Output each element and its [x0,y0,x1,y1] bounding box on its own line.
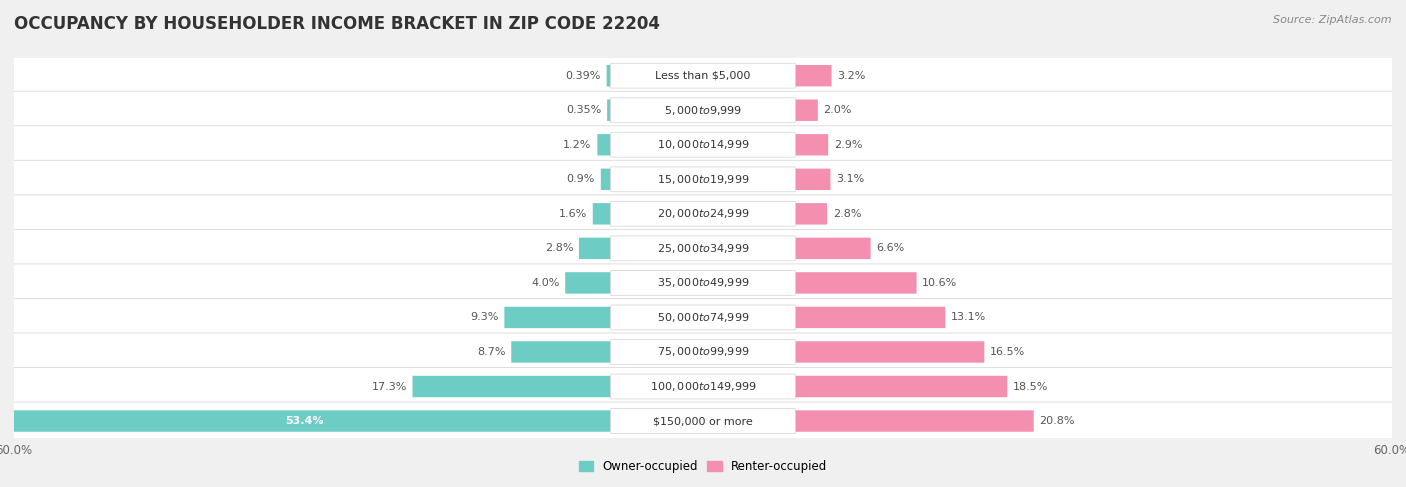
Text: 18.5%: 18.5% [1012,381,1049,392]
Text: 3.2%: 3.2% [838,71,866,81]
FancyBboxPatch shape [610,305,796,330]
FancyBboxPatch shape [8,333,1398,371]
FancyBboxPatch shape [8,126,1398,164]
FancyBboxPatch shape [0,411,612,432]
Text: 20.8%: 20.8% [1039,416,1076,426]
FancyBboxPatch shape [600,169,612,190]
Text: $150,000 or more: $150,000 or more [654,416,752,426]
FancyBboxPatch shape [412,376,612,397]
Text: Less than $5,000: Less than $5,000 [655,71,751,81]
FancyBboxPatch shape [794,411,1033,432]
FancyBboxPatch shape [8,368,1398,406]
FancyBboxPatch shape [579,238,612,259]
FancyBboxPatch shape [610,132,796,157]
FancyBboxPatch shape [593,203,612,225]
FancyBboxPatch shape [8,264,1398,302]
FancyBboxPatch shape [610,202,796,226]
Text: $35,000 to $49,999: $35,000 to $49,999 [657,277,749,289]
Text: 2.8%: 2.8% [832,209,862,219]
Text: 1.2%: 1.2% [564,140,592,150]
Text: $20,000 to $24,999: $20,000 to $24,999 [657,207,749,220]
Text: 6.6%: 6.6% [876,244,904,253]
Text: Source: ZipAtlas.com: Source: ZipAtlas.com [1274,15,1392,25]
Text: $15,000 to $19,999: $15,000 to $19,999 [657,173,749,186]
FancyBboxPatch shape [505,307,612,328]
Text: $25,000 to $34,999: $25,000 to $34,999 [657,242,749,255]
FancyBboxPatch shape [610,339,796,364]
Text: 9.3%: 9.3% [470,313,499,322]
FancyBboxPatch shape [8,160,1398,198]
Text: 4.0%: 4.0% [531,278,560,288]
Text: 0.39%: 0.39% [565,71,600,81]
Text: OCCUPANCY BY HOUSEHOLDER INCOME BRACKET IN ZIP CODE 22204: OCCUPANCY BY HOUSEHOLDER INCOME BRACKET … [14,15,659,33]
Text: 3.1%: 3.1% [837,174,865,184]
Text: 0.9%: 0.9% [567,174,595,184]
FancyBboxPatch shape [794,65,831,86]
Text: 10.6%: 10.6% [922,278,957,288]
Text: $75,000 to $99,999: $75,000 to $99,999 [657,345,749,358]
Text: $10,000 to $14,999: $10,000 to $14,999 [657,138,749,151]
FancyBboxPatch shape [8,402,1398,440]
FancyBboxPatch shape [794,307,945,328]
Text: 16.5%: 16.5% [990,347,1025,357]
Text: 2.0%: 2.0% [824,105,852,115]
FancyBboxPatch shape [794,169,831,190]
FancyBboxPatch shape [8,91,1398,129]
FancyBboxPatch shape [8,229,1398,267]
FancyBboxPatch shape [794,134,828,155]
FancyBboxPatch shape [8,56,1398,94]
FancyBboxPatch shape [606,65,612,86]
FancyBboxPatch shape [794,203,827,225]
Text: $100,000 to $149,999: $100,000 to $149,999 [650,380,756,393]
FancyBboxPatch shape [610,374,796,399]
FancyBboxPatch shape [565,272,612,294]
Text: 8.7%: 8.7% [477,347,506,357]
Text: 17.3%: 17.3% [371,381,406,392]
FancyBboxPatch shape [512,341,612,363]
FancyBboxPatch shape [794,341,984,363]
Text: 13.1%: 13.1% [950,313,986,322]
Text: $5,000 to $9,999: $5,000 to $9,999 [664,104,742,117]
FancyBboxPatch shape [610,236,796,261]
Text: 0.35%: 0.35% [567,105,602,115]
FancyBboxPatch shape [610,409,796,433]
FancyBboxPatch shape [794,99,818,121]
FancyBboxPatch shape [610,167,796,192]
Text: 1.6%: 1.6% [558,209,588,219]
FancyBboxPatch shape [794,376,1007,397]
FancyBboxPatch shape [794,238,870,259]
FancyBboxPatch shape [610,63,796,88]
FancyBboxPatch shape [610,270,796,295]
Legend: Owner-occupied, Renter-occupied: Owner-occupied, Renter-occupied [574,455,832,478]
FancyBboxPatch shape [8,299,1398,337]
Text: 2.9%: 2.9% [834,140,862,150]
FancyBboxPatch shape [794,272,917,294]
FancyBboxPatch shape [607,99,612,121]
Text: 53.4%: 53.4% [285,416,323,426]
FancyBboxPatch shape [598,134,612,155]
Text: $50,000 to $74,999: $50,000 to $74,999 [657,311,749,324]
Text: 2.8%: 2.8% [544,244,574,253]
FancyBboxPatch shape [610,98,796,123]
FancyBboxPatch shape [8,195,1398,233]
